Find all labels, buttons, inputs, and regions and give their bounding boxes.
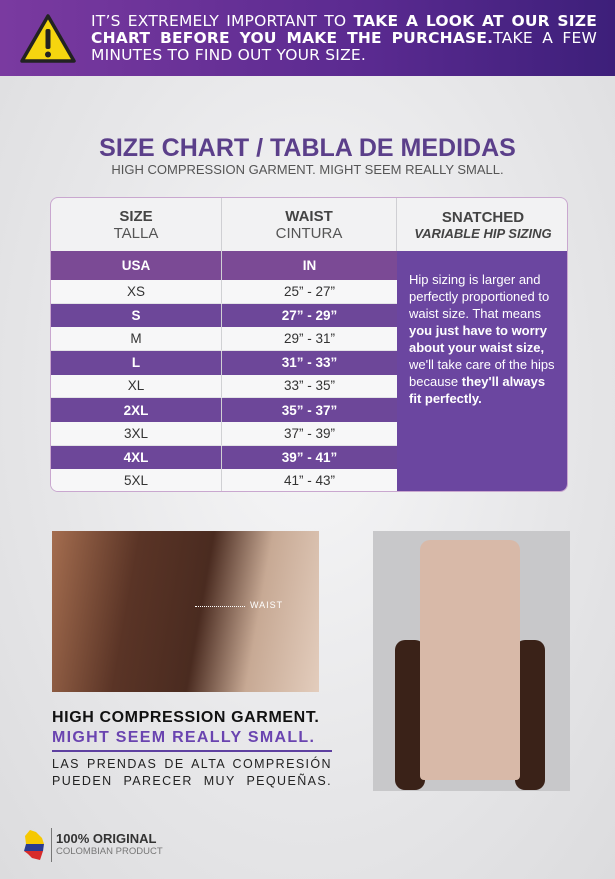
unit-waist: IN xyxy=(302,258,317,273)
badge-subtitle: COLOMBIAN PRODUCT xyxy=(56,846,163,857)
notice-spanish: LAS PRENDAS DE ALTA COMPRESIÓN PUEDEN PA… xyxy=(52,757,332,788)
table-row: 5XL 41” - 43” xyxy=(51,469,397,491)
size-cell: 2XL xyxy=(51,398,222,422)
waist-cell: 33” - 35” xyxy=(283,378,336,394)
table-row: 2XL 35” - 37” xyxy=(51,398,397,422)
waist-cell: 25” - 27” xyxy=(283,283,336,299)
size-cell: XS xyxy=(51,280,222,303)
size-cell: 3XL xyxy=(51,422,222,445)
page-title: SIZE CHART / TABLA DE MEDIDAS xyxy=(99,134,516,162)
size-chart-table: SIZE TALLA WAIST CINTURA SNATCHED VARIABLE … xyxy=(50,197,568,492)
waist-cell: 29” - 31” xyxy=(283,331,336,347)
table-row: M 29” - 31” xyxy=(51,327,397,351)
waist-cell: 37” - 39” xyxy=(283,425,336,441)
badge-title: 100% ORIGINAL xyxy=(56,831,157,846)
size-cell: S xyxy=(51,303,222,328)
waist-cell: 27” - 29” xyxy=(281,307,338,323)
table-row: 4XL 39” - 41” xyxy=(51,445,397,470)
waist-label: WAIST xyxy=(250,600,284,610)
banner-text: IT’S EXTREMELY IMPORTANT TO TAKE A LOOK … xyxy=(91,12,597,64)
size-cell: 5XL xyxy=(51,469,222,491)
waist-cell: 41” - 43” xyxy=(283,473,336,489)
size-cell: 4XL xyxy=(51,445,222,470)
model-leg xyxy=(515,640,545,790)
page-subtitle: HIGH COMPRESSION GARMENT. MIGHT SEEM REA… xyxy=(111,162,504,177)
unit-row: USA IN xyxy=(51,251,397,280)
warning-icon xyxy=(20,14,76,63)
header-snatched: SNATCHED VARIABLE HIP SIZING xyxy=(414,208,552,241)
table-row: 3XL 37” - 39” xyxy=(51,422,397,446)
header-waist: WAIST CINTURA xyxy=(222,198,397,251)
unit-size: USA xyxy=(51,251,222,280)
table-row: XS 25” - 27” xyxy=(51,280,397,304)
waist-marker xyxy=(195,606,245,607)
size-cell: L xyxy=(51,351,222,375)
size-cell: M xyxy=(51,327,222,350)
size-cell: XL xyxy=(51,374,222,398)
waist-photo xyxy=(52,531,319,692)
waist-cell: 39” - 41” xyxy=(281,449,338,465)
colombia-map-icon xyxy=(24,830,44,860)
divider xyxy=(52,750,332,752)
table-row: S 27” - 29” xyxy=(51,303,397,328)
table-row: XL 33” - 35” xyxy=(51,374,397,399)
waist-cell: 35” - 37” xyxy=(281,402,338,418)
notice-line2: MIGHT SEEM REALLY SMALL. xyxy=(52,729,316,746)
notice-line1: HIGH COMPRESSION GARMENT. xyxy=(52,709,320,726)
hip-sizing-note: Hip sizing is larger and perfectly propo… xyxy=(397,251,567,491)
header-size: SIZE TALLA xyxy=(51,198,222,251)
warning-banner: IT’S EXTREMELY IMPORTANT TO TAKE A LOOK … xyxy=(0,0,615,76)
table-row: L 31” - 33” xyxy=(51,351,397,375)
waist-cell: 31” - 33” xyxy=(281,355,338,371)
divider xyxy=(51,828,52,862)
bodysuit-garment xyxy=(420,540,520,780)
